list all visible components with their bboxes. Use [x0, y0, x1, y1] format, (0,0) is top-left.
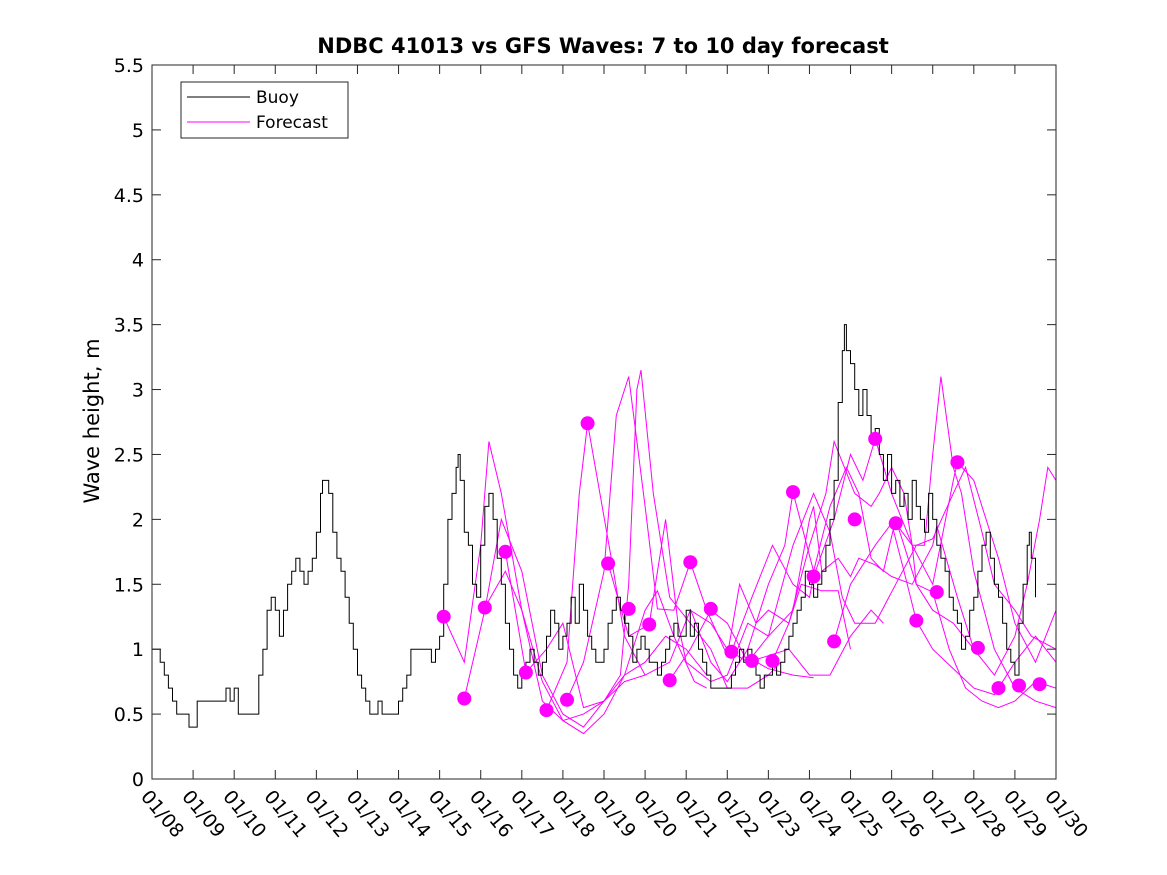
y-tick-label: 5: [132, 120, 144, 142]
forecast-marker: [744, 653, 759, 668]
forecast-run-13: [895, 461, 1056, 664]
forecast-marker: [662, 673, 677, 688]
y-tick-label: 0.5: [114, 704, 144, 726]
forecast-marker: [560, 692, 574, 707]
y-tick-label: 2.5: [114, 444, 144, 466]
forecast-marker: [847, 512, 862, 527]
forecast-marker: [580, 416, 595, 431]
legend-buoy-label: Buoy: [256, 88, 299, 108]
forecast-marker: [683, 555, 698, 570]
y-tick-label: 0: [132, 769, 144, 791]
forecast-marker: [642, 617, 657, 632]
forecast-marker: [868, 431, 883, 446]
forecast-marker: [1032, 677, 1047, 692]
forecast-run-9: [689, 466, 1056, 709]
legend-box: [180, 81, 349, 139]
buoy-line: [152, 324, 1036, 728]
y-tick-label: 3.5: [114, 315, 144, 337]
forecast-run-5: [546, 423, 884, 711]
forecast-marker: [621, 601, 636, 616]
y-axis-label: Wave height, m: [80, 338, 104, 503]
forecast-run-8: [669, 465, 1056, 681]
y-tick-label: 1: [132, 639, 144, 661]
forecast-run-10: [730, 376, 1056, 709]
forecast-marker: [518, 665, 533, 680]
y-tick-label: 4: [132, 250, 144, 272]
plot-area: [152, 324, 1056, 735]
y-tick-label: 4.5: [114, 185, 144, 207]
forecast-marker: [827, 634, 842, 649]
legend-forecast-label: Forecast: [256, 113, 328, 133]
forecast-marker: [970, 640, 985, 655]
forecast-marker: [703, 601, 718, 616]
forecast-run-1: [443, 441, 646, 722]
forecast-marker: [601, 556, 616, 571]
forecast-marker: [1012, 678, 1026, 693]
forecast-marker: [888, 516, 903, 531]
forecast-run-2: [463, 517, 708, 728]
forecast-marker: [724, 644, 739, 659]
forecast-marker: [950, 455, 965, 470]
forecast-marker: [498, 544, 513, 559]
forecast-marker: [765, 653, 780, 668]
forecast-marker: [539, 703, 554, 718]
y-tick-label: 1.5: [114, 574, 144, 596]
forecast-marker: [457, 691, 472, 706]
forecast-marker: [806, 569, 821, 584]
forecast-marker: [477, 600, 492, 615]
legend: Buoy Forecast: [180, 81, 349, 139]
forecast-marker: [786, 485, 800, 500]
forecast-marker: [909, 613, 924, 628]
chart-title: NDBC 41013 vs GFS Waves: 7 to 10 day for…: [317, 34, 888, 58]
forecast-marker: [991, 681, 1006, 696]
y-tick-label: 3: [132, 380, 144, 402]
forecast-marker: [929, 585, 944, 600]
y-tick-label: 2: [132, 509, 144, 531]
forecast-marker: [436, 609, 451, 624]
y-tick-label: 5.5: [114, 55, 144, 77]
